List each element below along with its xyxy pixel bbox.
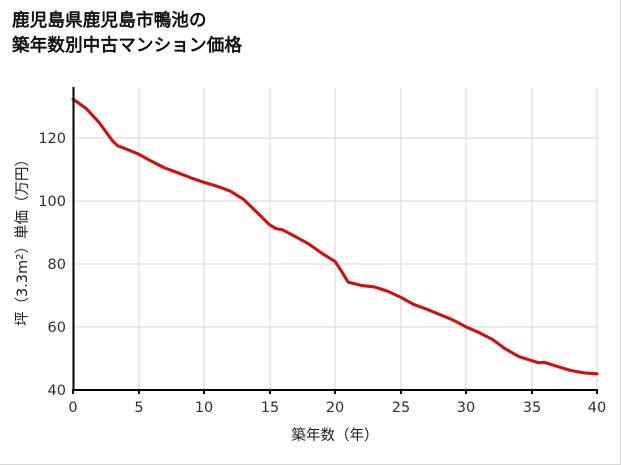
y-tick-labels: 40 60 80 100 120 bbox=[38, 131, 66, 399]
y-axis-title-part-sup: 2 bbox=[15, 253, 26, 259]
y-tick-label: 40 bbox=[48, 383, 66, 399]
x-tick-label: 40 bbox=[588, 400, 606, 416]
x-tick-label: 20 bbox=[326, 400, 344, 416]
x-tick-labels: 0 5 10 15 20 25 30 35 40 bbox=[68, 400, 606, 416]
x-tick-label: 15 bbox=[261, 400, 279, 416]
x-tick-marks bbox=[71, 390, 599, 394]
x-tick-label: 5 bbox=[134, 400, 143, 416]
x-tick-label: 25 bbox=[392, 400, 410, 416]
x-tick-label: 10 bbox=[195, 400, 213, 416]
x-tick-label: 30 bbox=[457, 400, 475, 416]
x-tick-label: 35 bbox=[523, 400, 541, 416]
svg-text:坪（3.3m2）単価（万円）: 坪（3.3m2）単価（万円） bbox=[14, 152, 31, 326]
x-axis-title: 築年数（年） bbox=[292, 426, 379, 444]
price-trend-line bbox=[71, 97, 599, 376]
y-axis-title-part-b: ）単価（万円） bbox=[14, 152, 31, 254]
y-tick-label: 100 bbox=[38, 194, 66, 210]
x-tick-label: 0 bbox=[68, 400, 77, 416]
y-tick-label: 60 bbox=[48, 320, 66, 336]
y-tick-label: 120 bbox=[38, 131, 66, 147]
y-axis-title-part-a: 坪（3.3 bbox=[14, 274, 31, 326]
y-axis-title: 坪（3.3m2）単価（万円） bbox=[14, 152, 31, 326]
y-axis-title-part-m: m bbox=[15, 260, 31, 274]
y-tick-label: 80 bbox=[48, 257, 66, 273]
chart-title: 鹿児島県鹿児島市鴨池の 築年数別中古マンション価格 bbox=[12, 10, 243, 55]
